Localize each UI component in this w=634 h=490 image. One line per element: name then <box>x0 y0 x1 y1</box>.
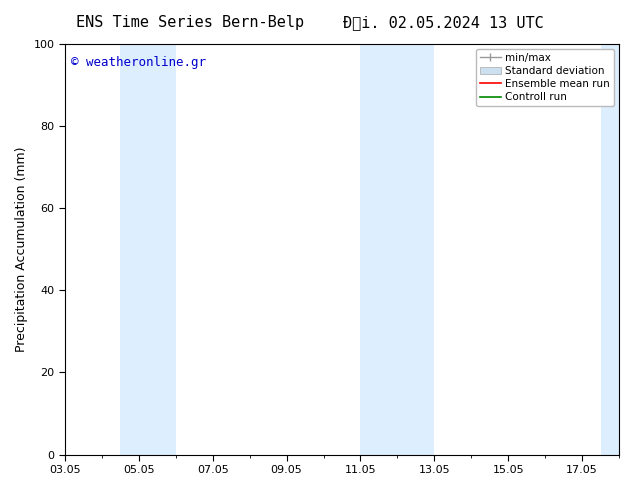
Text: ENS Time Series Bern-Belp: ENS Time Series Bern-Belp <box>76 15 304 30</box>
Bar <box>600 44 634 455</box>
Text: © weatheronline.gr: © weatheronline.gr <box>70 56 205 69</box>
Bar <box>120 44 176 455</box>
Y-axis label: Precipitation Accumulation (mm): Precipitation Accumulation (mm) <box>15 147 28 352</box>
Legend: min/max, Standard deviation, Ensemble mean run, Controll run: min/max, Standard deviation, Ensemble me… <box>476 49 614 106</box>
Text: Đải. 02.05.2024 13 UTC: Đải. 02.05.2024 13 UTC <box>344 15 544 30</box>
Bar <box>361 44 434 455</box>
